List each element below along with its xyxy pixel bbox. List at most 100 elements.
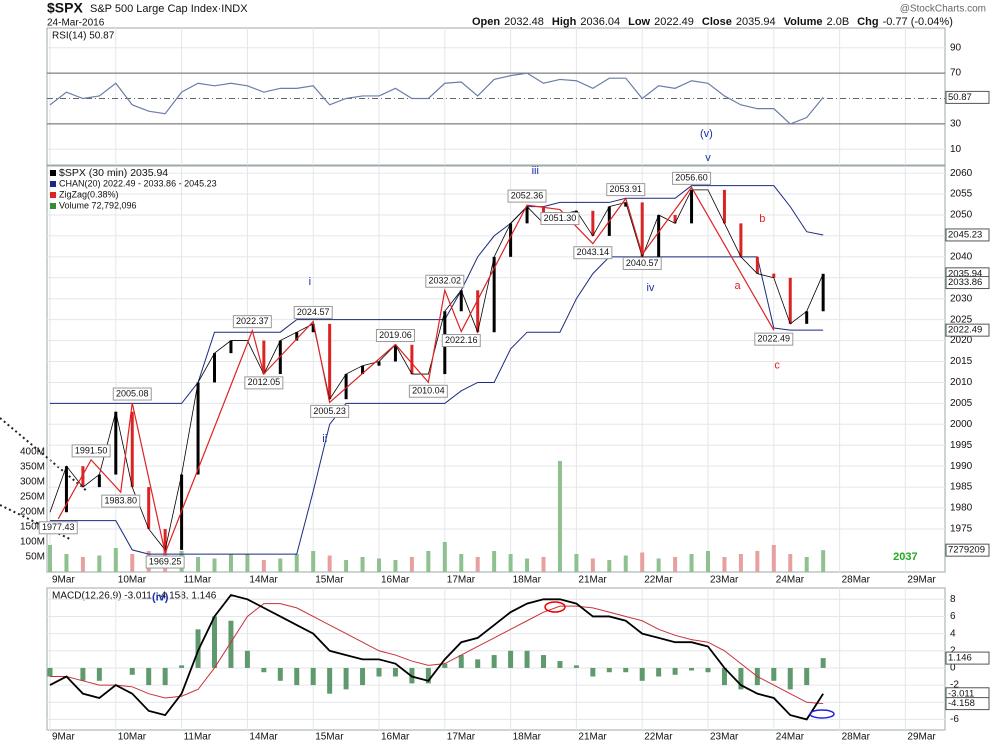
- x-tick-label: 18Mar: [513, 732, 542, 743]
- histogram-bar: [738, 667, 744, 690]
- y-tick-label: 2000: [950, 419, 973, 430]
- rsi-panel: [46, 27, 946, 166]
- volume-tick-label: 150M: [20, 522, 45, 533]
- y-tick-label: 4: [950, 628, 956, 639]
- x-tick-label: 9Mar: [52, 575, 75, 586]
- histogram-bar: [590, 667, 596, 677]
- histogram-bar: [689, 667, 695, 671]
- rsi-title: RSI(14) 50.87: [52, 31, 115, 42]
- quote-line: Open 2032.48 High 2036.04 Low 2022.49 Close 203…: [472, 16, 953, 28]
- volume-bar: [804, 556, 809, 572]
- volume-bar: [459, 553, 464, 572]
- legend-entry: Volume 72,792,096: [59, 200, 137, 210]
- histogram-bar: [442, 663, 448, 668]
- value-badge: [945, 90, 990, 104]
- wave-label: iv: [646, 282, 654, 294]
- highlight-ellipse: [544, 601, 566, 613]
- highlight-ellipse: [809, 709, 835, 719]
- y-tick-label: 1980: [950, 503, 973, 514]
- quote-label: Chg: [857, 16, 878, 28]
- y-tick-label: 2025: [950, 314, 973, 325]
- volume-bar: [640, 552, 645, 572]
- quote-label: Low: [628, 16, 650, 28]
- histogram-bar: [47, 667, 53, 677]
- x-tick-label: 28Mar: [842, 732, 871, 743]
- histogram-bar: [721, 667, 727, 686]
- volume-bar: [475, 556, 480, 572]
- value-badge-label: -3.011: [948, 688, 974, 699]
- histogram-bar: [771, 667, 777, 681]
- pivot-label: 2053.91: [609, 184, 642, 194]
- legend-swatch: [50, 192, 56, 198]
- y-tick-label: 2010: [950, 377, 973, 388]
- x-tick-label: 18Mar: [513, 575, 542, 586]
- volume-bar: [508, 553, 513, 572]
- x-tick-label: 21Mar: [578, 575, 607, 586]
- volume-bar: [738, 553, 743, 572]
- y-tick-label: 10: [950, 144, 962, 155]
- symbol-name: S&P 500 Large Cap Index·INDX: [90, 3, 248, 15]
- volume-tick-label: 350M: [20, 462, 45, 473]
- x-tick-label: 11Mar: [184, 732, 212, 743]
- volume-bar: [541, 556, 546, 572]
- volume-bar: [48, 544, 52, 572]
- y-tick-label: 0: [950, 663, 956, 674]
- histogram-bar: [639, 667, 645, 681]
- value-badge: [945, 651, 990, 665]
- y-tick-label: -2: [950, 680, 959, 691]
- y-tick-label: 8: [950, 594, 956, 605]
- y-tick-label: 2030: [950, 293, 973, 304]
- histogram-bar: [425, 667, 431, 684]
- volume-bar: [344, 559, 349, 572]
- x-tick-label: 22Mar: [644, 732, 673, 743]
- volume-bar: [771, 544, 776, 572]
- volume-bar: [212, 558, 217, 572]
- pivot-label-box: [754, 332, 794, 346]
- histogram-bar: [705, 667, 711, 673]
- wave-label: ii: [322, 433, 327, 445]
- x-tick-label: 28Mar: [842, 575, 871, 586]
- wave-label: iii: [532, 165, 539, 177]
- histogram-bar: [491, 655, 497, 668]
- histogram-bar: [541, 655, 546, 668]
- histogram-bar: [804, 667, 810, 686]
- value-badge-label: 2045.23: [948, 229, 982, 240]
- x-tick-label: 11Mar: [184, 575, 212, 586]
- y-tick-label: 2040: [950, 251, 973, 262]
- pivot-label: 2040.57: [626, 258, 659, 268]
- pivot-label-box: [101, 494, 141, 508]
- volume-tick-label: 50M: [26, 552, 45, 563]
- legend-swatch: [50, 203, 56, 209]
- volume-bar: [607, 559, 612, 572]
- volume-bar: [409, 556, 414, 572]
- histogram-bar: [96, 667, 102, 681]
- histogram-bar: [327, 667, 333, 694]
- volume-bar: [360, 556, 365, 572]
- pivot-label: 2019.06: [379, 330, 412, 340]
- wave-label: b: [759, 213, 765, 225]
- x-tick-label: 17Mar: [447, 732, 476, 743]
- pivot-label-box: [573, 246, 613, 260]
- volume-bar: [261, 559, 266, 572]
- y-tick-label: 70: [950, 68, 962, 79]
- volume-bar: [673, 556, 678, 572]
- x-tick-label: 16Mar: [381, 575, 410, 586]
- quote-value: 2022.49: [654, 16, 694, 28]
- pivot-label-box: [310, 404, 350, 418]
- volume-bar: [689, 553, 694, 572]
- pivot-label: 2052.36: [511, 190, 544, 200]
- volume-bar: [525, 558, 530, 572]
- pivot-label-box: [622, 256, 662, 270]
- y-tick-label: 90: [950, 42, 962, 53]
- x-tick-label: 23Mar: [710, 732, 739, 743]
- pivot-label: 2022.16: [445, 335, 478, 345]
- value-badge: [945, 323, 990, 337]
- pivot-label: 2056.60: [675, 173, 708, 183]
- volume-bar: [590, 558, 595, 572]
- y-tick-label: 2005: [950, 398, 973, 409]
- y-tick-label: 2060: [950, 168, 973, 179]
- macd-line: [49, 593, 824, 721]
- value-badge: [945, 543, 990, 557]
